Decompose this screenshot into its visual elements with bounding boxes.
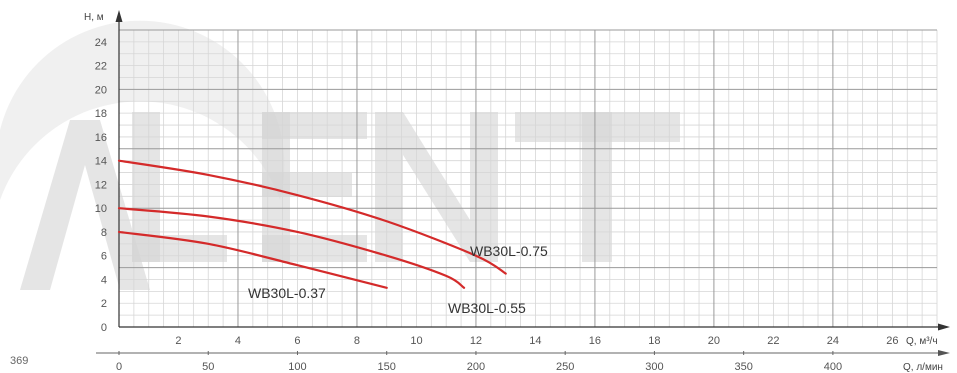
x-tick-labels: 2 4 6 8 10 12 14 16 18 20 22 24 26 (175, 335, 898, 347)
y-tick-label: 18 (95, 108, 107, 120)
x-tick-label: 6 (294, 335, 300, 347)
y-tick-label: 8 (101, 227, 107, 239)
curve-2 (117, 230, 388, 289)
curve-label-wb30l-037: WB30L-0.37 (248, 285, 326, 301)
x-tick-label: 26 (886, 335, 898, 347)
curve-0 (117, 159, 507, 275)
x-tick-label: 14 (529, 335, 541, 347)
secondary-x-tick-label: 400 (824, 361, 842, 373)
y-tick-label: 6 (101, 251, 107, 263)
secondary-x-tick-label: 50 (202, 361, 214, 373)
x-tick-label: 16 (589, 335, 601, 347)
page-number: 369 (10, 355, 28, 367)
y-tick-label: 14 (95, 156, 107, 168)
secondary-x-tick-label: 200 (467, 361, 485, 373)
x-tick-label: 24 (827, 335, 839, 347)
y-tick-label: 0 (101, 322, 107, 334)
major-grid (119, 29, 937, 327)
y-tick-label: 22 (95, 61, 107, 73)
secondary-x-tick-label: 350 (734, 361, 752, 373)
curve-1 (117, 207, 466, 289)
secondary-x-tick-label: 150 (378, 361, 396, 373)
x-axis-arrow (938, 323, 950, 331)
y-tick-label: 24 (95, 37, 107, 49)
y-axis-arrow (115, 10, 123, 22)
secondary-x-tick-labels: 0 50 100 150 200 250 300 350 400 (116, 351, 842, 373)
x-tick-label: 4 (235, 335, 241, 347)
secondary-x-tick-label: 250 (556, 361, 574, 373)
minor-grid (119, 30, 938, 327)
secondary-x-tick-label: 100 (288, 361, 306, 373)
secondary-x-axis-arrow (938, 350, 950, 356)
x-tick-label: 12 (470, 335, 482, 347)
y-tick-label: 20 (95, 84, 107, 96)
x-tick-label: 10 (410, 335, 422, 347)
curve-label-wb30l-055: WB30L-0.55 (448, 300, 526, 316)
x-axis-label: Q, м³/ч (906, 336, 938, 347)
x-tick-label: 22 (767, 335, 779, 347)
secondary-x-tick-label: 0 (116, 361, 122, 373)
x-tick-label: 2 (175, 335, 181, 347)
y-tick-label: 16 (95, 132, 107, 144)
y-tick-label: 12 (95, 179, 107, 191)
y-tick-label: 10 (95, 203, 107, 215)
y-tick-label: 2 (101, 298, 107, 310)
x-tick-label: 18 (648, 335, 660, 347)
pump-curves (117, 159, 507, 289)
secondary-x-tick-label: 300 (645, 361, 663, 373)
curve-label-wb30l-075: WB30L-0.75 (470, 243, 548, 259)
x-tick-label: 8 (354, 335, 360, 347)
secondary-x-axis-label: Q, л/мин (903, 362, 943, 373)
y-axis-label: H, м (84, 12, 104, 23)
x-tick-label: 20 (708, 335, 720, 347)
y-tick-label: 4 (101, 274, 107, 286)
